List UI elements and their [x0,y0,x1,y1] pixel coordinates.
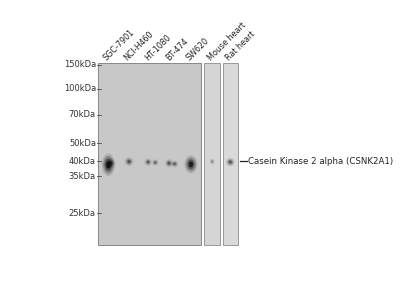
Ellipse shape [211,161,213,163]
Ellipse shape [186,157,196,171]
Ellipse shape [152,160,158,165]
Text: BT-474: BT-474 [164,36,190,62]
Ellipse shape [184,155,198,173]
Ellipse shape [154,161,156,164]
Ellipse shape [167,161,171,166]
Ellipse shape [165,159,173,168]
Text: SGC-7901: SGC-7901 [102,27,137,62]
Text: Casein Kinase 2 alpha (CSNK2A1): Casein Kinase 2 alpha (CSNK2A1) [248,157,394,166]
Ellipse shape [174,163,176,165]
Ellipse shape [110,161,112,165]
Ellipse shape [171,160,178,168]
Ellipse shape [189,161,193,167]
Text: NCI-H460: NCI-H460 [123,29,156,62]
Ellipse shape [153,161,157,164]
Bar [98,63,201,245]
Ellipse shape [106,161,110,168]
Bar [204,63,220,245]
Ellipse shape [105,159,112,171]
Text: 150kDa: 150kDa [64,60,96,69]
Ellipse shape [166,160,172,166]
Text: 35kDa: 35kDa [69,172,96,181]
Ellipse shape [173,162,177,166]
Ellipse shape [106,158,115,168]
Ellipse shape [152,159,159,166]
Ellipse shape [124,157,134,166]
Ellipse shape [210,160,214,164]
Ellipse shape [168,162,170,165]
Text: Rat heart: Rat heart [224,29,257,62]
Text: 100kDa: 100kDa [64,84,96,93]
Ellipse shape [146,160,150,164]
Ellipse shape [125,158,133,165]
Ellipse shape [210,159,214,164]
Text: HT-1080: HT-1080 [143,33,173,62]
Ellipse shape [228,160,233,165]
Ellipse shape [227,159,234,166]
Ellipse shape [147,161,149,163]
Ellipse shape [103,156,114,173]
Ellipse shape [102,154,115,176]
Ellipse shape [128,160,130,163]
Ellipse shape [229,161,232,164]
Text: Mouse heart: Mouse heart [206,20,248,62]
Ellipse shape [144,158,152,166]
Text: 70kDa: 70kDa [69,110,96,119]
Text: 50kDa: 50kDa [69,139,96,148]
Text: SW620: SW620 [184,36,211,62]
Ellipse shape [126,159,132,164]
Text: 40kDa: 40kDa [69,157,96,166]
Ellipse shape [187,159,194,169]
Ellipse shape [108,160,113,166]
Ellipse shape [226,158,235,166]
Ellipse shape [108,159,114,167]
Text: 25kDa: 25kDa [69,209,96,218]
Bar [223,63,238,245]
Ellipse shape [145,159,151,165]
Ellipse shape [172,161,178,167]
